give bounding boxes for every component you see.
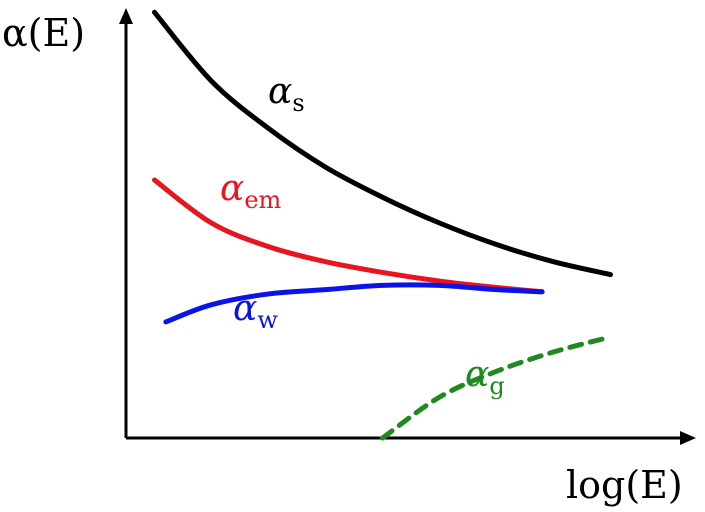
- series-label-em-subscript: em: [244, 186, 281, 214]
- series-layer: [152, 9, 613, 441]
- series-label-s-subscript: s: [292, 89, 304, 117]
- x-axis-label: log(E): [566, 463, 683, 507]
- series-line-em: [152, 177, 545, 295]
- series-label-em-symbol: α: [220, 168, 244, 209]
- series-label-s-symbol: α: [268, 71, 292, 112]
- series-label-s: αs: [268, 71, 305, 117]
- x-axis-arrowhead: [680, 431, 696, 445]
- axes-group: α(E) log(E): [2, 8, 696, 507]
- series-label-w-symbol: α: [233, 288, 257, 329]
- series-label-em: αem: [220, 168, 282, 214]
- series-line-g: [380, 334, 613, 441]
- series-label-g: αg: [465, 354, 505, 400]
- series-line-s: [152, 9, 613, 278]
- y-axis-label: α(E): [2, 11, 85, 55]
- y-axis-arrowhead: [119, 8, 133, 24]
- series-label-g-symbol: α: [465, 354, 489, 395]
- series-label-w: αw: [233, 288, 278, 334]
- series-line-w: [163, 282, 545, 325]
- series-label-w-subscript: w: [257, 306, 278, 334]
- series-label-g-subscript: g: [489, 372, 504, 400]
